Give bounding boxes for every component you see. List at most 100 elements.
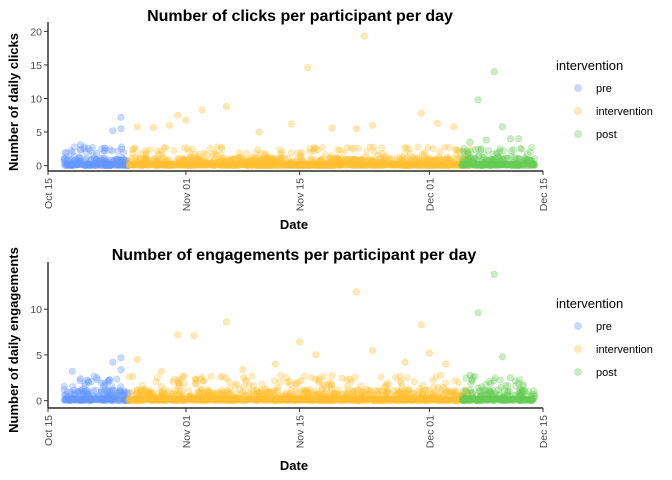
point-intervention	[428, 160, 436, 168]
point-pre	[118, 159, 126, 167]
point-pre	[68, 162, 76, 170]
point-intervention	[203, 160, 211, 168]
point-pre	[82, 161, 90, 169]
point-intervention	[322, 160, 330, 168]
point-intervention	[129, 149, 137, 157]
point-intervention	[459, 162, 467, 170]
point-intervention	[392, 161, 400, 169]
point-intervention	[434, 383, 442, 391]
point-intervention	[285, 161, 293, 169]
point-intervention	[372, 160, 380, 168]
point-intervention	[359, 161, 367, 169]
point-intervention	[146, 160, 154, 168]
point-intervention	[269, 154, 277, 162]
point-intervention	[188, 160, 196, 168]
point-post	[470, 160, 478, 168]
point-intervention	[426, 154, 434, 162]
point-intervention	[310, 161, 318, 169]
point-intervention	[245, 161, 253, 169]
point-intervention	[355, 158, 363, 166]
point-pre	[113, 161, 121, 169]
point-intervention	[337, 161, 345, 169]
point-intervention	[298, 157, 306, 165]
point-intervention	[247, 155, 255, 163]
point-intervention	[180, 380, 188, 388]
point-intervention	[192, 161, 200, 169]
point-intervention	[194, 154, 202, 162]
point-pre	[117, 161, 125, 169]
point-pre	[68, 161, 76, 169]
point-pre	[86, 161, 94, 169]
point-intervention	[347, 144, 355, 152]
point-intervention	[163, 161, 171, 169]
point-intervention	[212, 161, 220, 169]
point-pre	[113, 160, 121, 168]
point-intervention	[418, 158, 426, 166]
point-intervention	[290, 161, 298, 169]
point-intervention	[173, 158, 181, 166]
point-intervention	[217, 160, 225, 168]
point-pre	[116, 388, 124, 396]
point-intervention	[349, 160, 357, 168]
point-pre	[97, 161, 105, 169]
point-pre	[107, 161, 115, 169]
point-intervention	[178, 161, 186, 169]
legend-label-post: post	[596, 367, 617, 379]
point-pre	[111, 156, 119, 164]
point-intervention	[276, 157, 284, 165]
point-intervention	[142, 147, 150, 155]
point-intervention	[252, 154, 260, 162]
point-pre	[101, 158, 109, 166]
point-intervention	[368, 395, 376, 403]
point-intervention	[306, 148, 314, 156]
point-intervention	[130, 145, 138, 153]
point-intervention	[360, 32, 368, 40]
point-intervention	[165, 162, 173, 170]
point-intervention	[348, 161, 356, 169]
point-post	[504, 154, 512, 162]
point-intervention	[170, 147, 178, 155]
point-intervention	[179, 159, 187, 167]
point-intervention	[337, 157, 345, 165]
point-intervention	[423, 160, 431, 168]
point-intervention	[228, 155, 236, 163]
point-pre	[65, 155, 73, 163]
point-pre	[83, 161, 91, 169]
legend-key-post	[574, 368, 582, 376]
point-pre	[119, 160, 127, 168]
point-intervention	[339, 148, 347, 156]
point-intervention	[456, 160, 464, 168]
point-intervention	[207, 155, 215, 163]
point-intervention	[244, 162, 252, 170]
point-intervention	[207, 372, 215, 380]
point-pre	[60, 386, 68, 394]
point-pre	[64, 156, 72, 164]
point-intervention	[130, 162, 138, 170]
chart-title: Number of clicks per participant per day	[147, 8, 453, 25]
point-intervention	[313, 146, 321, 154]
point-intervention	[254, 146, 262, 154]
point-pre	[115, 161, 123, 169]
point-intervention	[336, 161, 344, 169]
point-intervention	[282, 160, 290, 168]
point-intervention	[212, 151, 220, 159]
point-pre	[82, 160, 90, 168]
point-intervention	[137, 161, 145, 169]
point-intervention	[394, 154, 402, 162]
point-intervention	[180, 156, 188, 164]
point-intervention	[212, 156, 220, 164]
point-intervention	[358, 157, 366, 165]
point-intervention	[293, 155, 301, 163]
point-intervention	[152, 158, 160, 166]
point-intervention	[422, 155, 430, 163]
point-intervention	[153, 161, 161, 169]
point-intervention	[432, 373, 440, 381]
point-pre	[61, 396, 69, 404]
point-post	[497, 161, 505, 169]
point-intervention	[316, 157, 324, 165]
point-intervention	[368, 156, 376, 164]
point-intervention	[430, 161, 438, 169]
point-intervention	[296, 161, 304, 169]
point-intervention	[450, 123, 458, 131]
point-intervention	[390, 160, 398, 168]
